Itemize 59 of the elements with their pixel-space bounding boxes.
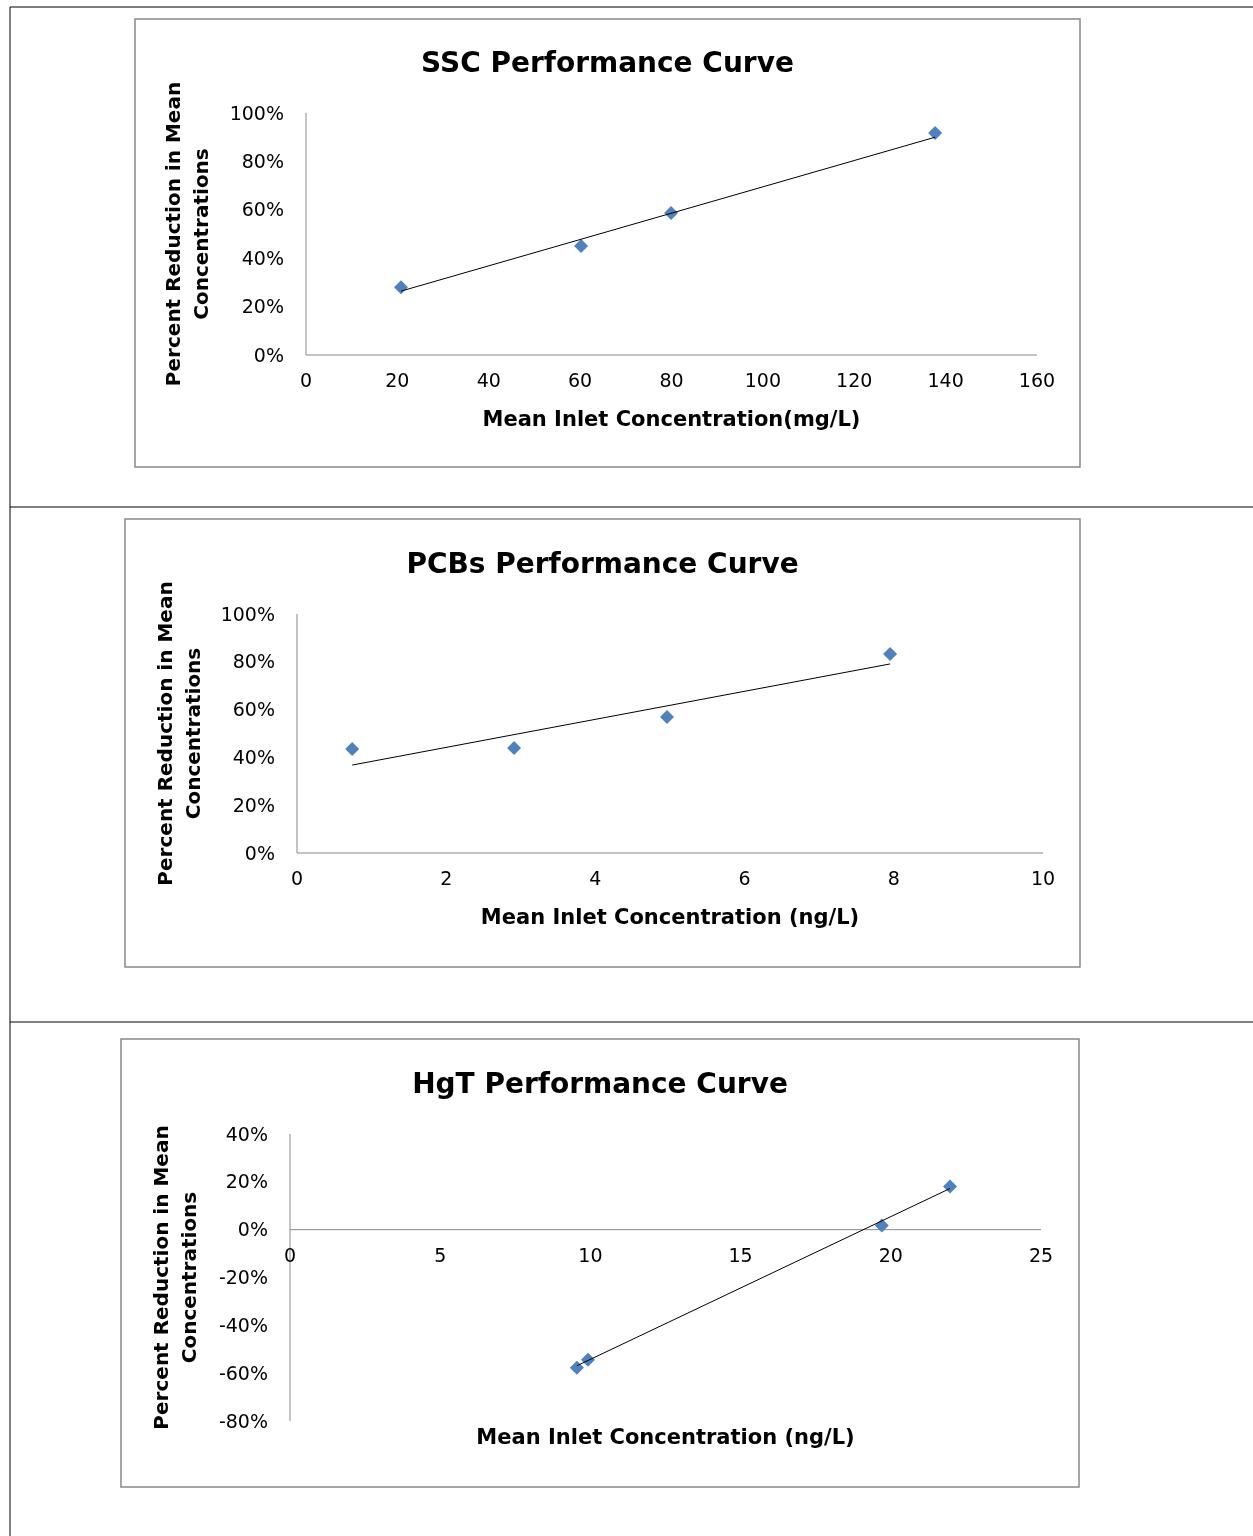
x-tick-label: 40 (476, 369, 501, 391)
chart-title: HgT Performance Curve (412, 1067, 788, 1100)
point (394, 280, 409, 295)
x-tick-label: 6 (738, 867, 751, 889)
y-tick-label: -60% (218, 1361, 268, 1384)
y-tick-label: 40% (225, 1122, 268, 1145)
x-tick-label: 160 (1018, 369, 1056, 391)
y-tick-label: 20% (225, 1170, 268, 1193)
x-tick-label: 100 (744, 369, 782, 391)
x-tick-label: 60 (568, 369, 593, 391)
x-tick-label: 0 (290, 867, 304, 889)
y-axis-title: Percent Reduction in Mean Concentrations (161, 81, 213, 387)
x-tick-label: 20 (385, 369, 410, 391)
point (345, 742, 360, 757)
y-tick-label: 100% (220, 602, 275, 625)
point (928, 126, 943, 141)
x-tick-label: 0 (283, 1243, 297, 1266)
point (569, 1360, 584, 1375)
y-tick-label: 60% (241, 198, 284, 221)
y-tick-label: 20% (241, 295, 284, 318)
y-axis-title: Percent Reduction in Mean Concentrations (153, 581, 205, 886)
point (883, 646, 898, 661)
point (942, 1179, 957, 1194)
x-axis-title: Mean Inlet Concentration (ng/L) (476, 1425, 855, 1449)
x-tick-label: 2 (440, 867, 453, 889)
x-tick-label: 0 (299, 369, 313, 391)
y-tick-label: 20% (232, 793, 275, 816)
x-tick-label: 25 (1028, 1243, 1054, 1266)
x-tick-label: 15 (728, 1243, 753, 1266)
x-tick-label: 80 (659, 369, 684, 391)
x-axis-title: Mean Inlet Concentration(mg/L) (482, 407, 861, 431)
point (507, 741, 522, 756)
x-tick-label: 10 (1030, 867, 1056, 889)
y-tick-label: 80% (241, 150, 284, 173)
y-tick-label: 0% (244, 841, 275, 864)
x-tick-label: 120 (836, 369, 873, 391)
point (874, 1218, 889, 1233)
y-tick-label: 60% (232, 698, 275, 721)
x-tick-label: 10 (578, 1243, 603, 1266)
point (574, 239, 589, 254)
y-tick-label: 100% (229, 101, 284, 124)
x-axis-title: Mean Inlet Concentration (ng/L) (480, 905, 860, 929)
x-tick-label: 140 (927, 369, 964, 391)
y-tick-label: 40% (232, 746, 275, 769)
y-tick-label: 0% (237, 1218, 268, 1241)
y-tick-label: 40% (241, 246, 284, 269)
y-tick-label: -20% (218, 1266, 268, 1289)
x-tick-label: 4 (589, 867, 602, 889)
chart-title: PCBs Performance Curve (406, 547, 799, 580)
y-tick-label: 0% (253, 343, 284, 366)
chart-title: SSC Performance Curve (421, 46, 794, 79)
y-tick-label: -40% (218, 1313, 268, 1336)
x-tick-label: 8 (887, 867, 900, 889)
x-tick-label: 20 (878, 1243, 903, 1266)
y-axis-title: Percent Reduction in Mean Concentrations (149, 1125, 201, 1430)
x-tick-label: 5 (434, 1243, 447, 1266)
point (660, 710, 675, 725)
y-tick-label: 80% (232, 650, 275, 673)
y-tick-label: -80% (218, 1409, 268, 1432)
